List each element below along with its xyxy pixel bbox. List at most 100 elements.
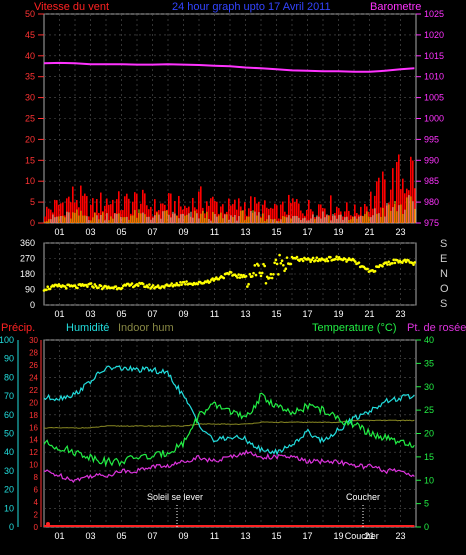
- gust-bar: [230, 215, 232, 223]
- wind-bar: [402, 178, 404, 223]
- gust-bar: [252, 210, 254, 223]
- direction-point: [404, 260, 408, 264]
- gust-bar: [280, 219, 282, 223]
- gust-bar: [184, 215, 186, 223]
- dir-y-tick-label: 90: [25, 285, 35, 295]
- gust-bar: [116, 213, 118, 223]
- direction-point: [93, 283, 97, 286]
- wind-bar: [60, 203, 62, 223]
- direction-point: [254, 273, 258, 277]
- direction-point: [268, 276, 271, 280]
- gust-bar: [172, 211, 174, 223]
- x-tick-label: 17: [302, 531, 312, 541]
- direction-point: [182, 280, 186, 284]
- wind-bar: [128, 198, 130, 223]
- gust-bar: [44, 221, 46, 223]
- gust-bar: [390, 210, 392, 223]
- gust-bar: [302, 218, 304, 223]
- x-tick-label: 01: [54, 531, 64, 541]
- direction-letters: S E N O S: [440, 238, 449, 310]
- direction-point: [289, 262, 293, 266]
- wind-y-tick-label: 40: [25, 51, 35, 61]
- direction-point: [227, 272, 231, 276]
- wind-bar: [396, 162, 398, 223]
- gust-bar: [216, 216, 218, 223]
- gust-bar: [84, 215, 86, 223]
- gust-bar: [308, 220, 310, 223]
- direction-point: [326, 259, 330, 263]
- wind-bar: [306, 209, 308, 223]
- wind-bar: [330, 195, 332, 223]
- x-tick-label: 03: [85, 227, 95, 237]
- gust-bar: [370, 217, 372, 223]
- wind-bar: [80, 185, 82, 223]
- gust-bar: [212, 211, 214, 223]
- precip-y-tick-label: 4: [34, 498, 39, 507]
- wind-bar: [414, 188, 416, 223]
- precip-y-tick-label: 22: [29, 386, 38, 395]
- direction-point: [403, 258, 407, 262]
- x-tick-label: 01: [54, 309, 64, 319]
- gust-bar: [238, 216, 240, 223]
- direction-point: [357, 261, 361, 264]
- gust-bar: [60, 215, 62, 223]
- dewpoint-title: Pt. de rosée: [407, 322, 466, 334]
- direction-point: [285, 256, 289, 259]
- dir-y-tick-label: 360: [20, 238, 35, 248]
- wind-bar: [150, 206, 152, 223]
- gust-bar: [70, 218, 72, 223]
- gust-bar: [204, 218, 206, 223]
- gust-bar: [306, 220, 308, 223]
- gust-bar: [310, 218, 312, 223]
- direction-point: [237, 273, 240, 276]
- baro-y-tick-label: 1000: [424, 114, 444, 124]
- wind-bar: [178, 195, 180, 223]
- gust-bar: [108, 220, 110, 223]
- wind-bar: [228, 198, 230, 223]
- wind-bar: [308, 199, 310, 223]
- wind-bar: [44, 216, 46, 223]
- direction-point: [174, 284, 177, 287]
- humidity-y-tick-label: 30: [4, 466, 14, 476]
- direction-point: [314, 259, 317, 262]
- wind-bar: [318, 204, 320, 223]
- gust-bar: [200, 213, 202, 223]
- wind-bar: [412, 160, 414, 223]
- temperature-line: [43, 392, 415, 468]
- gust-bar: [166, 210, 168, 223]
- wind-bar: [74, 202, 76, 223]
- direction-point: [180, 283, 183, 286]
- gust-bar: [232, 217, 234, 223]
- gust-bar: [264, 220, 266, 223]
- direction-point: [386, 263, 389, 266]
- direction-point: [86, 285, 89, 288]
- baro-y-tick-label: 990: [424, 155, 439, 165]
- wind-bar: [200, 186, 202, 223]
- gust-bar: [168, 214, 170, 223]
- gust-bar: [182, 213, 184, 223]
- x-tick-label: 21: [364, 309, 374, 319]
- wind-bar: [274, 203, 276, 223]
- wind-bar: [364, 203, 366, 223]
- wind-bar: [280, 204, 282, 223]
- x-tick-label: 01: [54, 227, 64, 237]
- gust-bar: [162, 211, 164, 223]
- direction-point: [179, 280, 182, 284]
- graph-title: 24 hour graph upto 17 Avril 2011: [172, 1, 331, 13]
- wind-bar: [270, 207, 272, 223]
- gust-bar: [140, 213, 142, 223]
- direction-point: [63, 285, 67, 288]
- wind-y-tick-label: 5: [30, 197, 35, 207]
- sunset-label: Coucher: [346, 492, 380, 502]
- wind-bar: [354, 204, 356, 223]
- wind-bar: [100, 192, 102, 223]
- gust-bar: [244, 220, 246, 223]
- wind-y-tick-label: 20: [25, 134, 35, 144]
- temp-y-tick-label: 15: [424, 452, 434, 462]
- wind-bar: [288, 194, 290, 223]
- precip-y-tick-label: 18: [29, 411, 38, 420]
- gust-bar: [374, 208, 376, 223]
- direction-point: [247, 282, 250, 286]
- gust-bar: [380, 216, 382, 223]
- baro-line: [43, 61, 415, 73]
